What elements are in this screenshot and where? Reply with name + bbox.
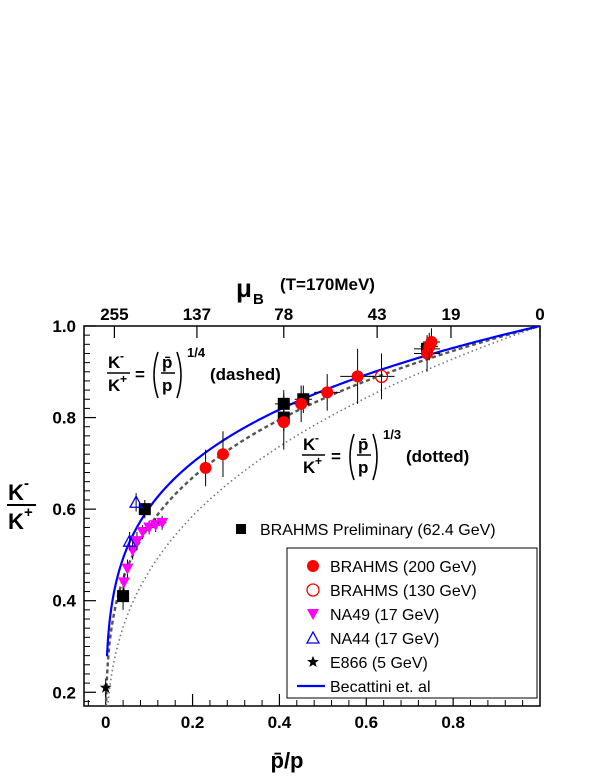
data-point: [122, 532, 137, 551]
data-point: [117, 573, 130, 592]
y-axis-title-numerator-sup: -: [24, 475, 29, 492]
svg-text:K: K: [303, 458, 316, 477]
plot-frame: [83, 325, 541, 707]
data-point: [216, 431, 229, 478]
formula-dashed: K - K + = p̄ p 1/4 (dashed): [107, 345, 281, 399]
top-tick-label: 0: [535, 305, 544, 324]
svg-text:+: +: [120, 372, 127, 386]
svg-text:1/4: 1/4: [187, 345, 206, 360]
curve-power-1-3-dotted: [107, 326, 540, 706]
x-tick-label: 0.6: [354, 713, 378, 732]
svg-text:(dotted): (dotted): [406, 447, 469, 466]
data-point: [117, 582, 130, 610]
svg-text:p̄: p̄: [358, 435, 368, 454]
svg-text:p̄: p̄: [162, 353, 172, 372]
svg-text:p: p: [162, 376, 172, 395]
svg-text:K: K: [303, 435, 316, 454]
data-point: [138, 499, 151, 519]
y-axis-title-denominator: K: [8, 509, 24, 534]
legend-entry: E866 (5 GeV): [307, 655, 428, 672]
top-axis-title-subscript: B: [253, 291, 264, 308]
svg-text:(dashed): (dashed): [210, 365, 281, 384]
data-point: [99, 678, 112, 697]
legend-entry-label: NA44 (17 GeV): [330, 631, 439, 648]
x-tick-label: 0.2: [181, 713, 205, 732]
top-tick-label: 255: [100, 305, 128, 324]
top-tick-label: 43: [368, 305, 387, 324]
data-point: [422, 328, 441, 356]
x-axis-title: p̄/p: [271, 748, 304, 773]
svg-text:BRAHMS Preliminary (62.4 GeV): BRAHMS Preliminary (62.4 GeV): [260, 522, 496, 539]
svg-text:=: =: [331, 447, 341, 466]
svg-text:p: p: [358, 458, 368, 477]
data-point: [368, 353, 395, 400]
curve-becattini: [105, 326, 540, 657]
data-point: [277, 394, 290, 450]
legend: BRAHMS (200 GeV) BRAHMS (130 GeV) NA49 (17…: [286, 547, 538, 699]
svg-text:=: =: [135, 365, 145, 384]
data-points: [99, 328, 441, 697]
y-tick-label: 0.8: [52, 409, 76, 428]
x-tick-label: 0: [101, 713, 110, 732]
legend-box: [286, 547, 538, 699]
legend-brahms-preliminary: BRAHMS Preliminary (62.4 GeV): [236, 522, 496, 539]
data-point: [129, 493, 144, 512]
formula-dotted: K - K + = p̄ p 1/3 (dotted): [302, 427, 469, 481]
svg-text:K: K: [108, 376, 121, 395]
data-point: [156, 516, 169, 530]
legend-entry-label: BRAHMS (130 GeV): [330, 583, 477, 600]
svg-text:+: +: [315, 454, 322, 468]
legend-entry-label: BRAHMS (200 GeV): [330, 559, 477, 576]
top-tick-label: 78: [274, 305, 293, 324]
y-tick-label: 0.2: [52, 683, 76, 702]
y-axis-title-denominator-sup: +: [24, 504, 33, 521]
data-point: [292, 385, 310, 423]
svg-text:1/3: 1/3: [383, 427, 401, 442]
legend-entry-label: Becattini et. al: [330, 679, 431, 696]
svg-text:-: -: [315, 431, 319, 445]
legend-entry-label: E866 (5 GeV): [330, 655, 428, 672]
y-tick-label: 1.0: [52, 317, 76, 336]
data-point: [199, 449, 212, 487]
top-axis-title: μ: [236, 273, 252, 303]
top-tick-label: 19: [442, 305, 461, 324]
data-point: [121, 559, 134, 578]
data-point: [136, 525, 149, 539]
svg-text:K: K: [108, 353, 121, 372]
data-point: [314, 374, 341, 411]
legend-entry-label: NA49 (17 GeV): [330, 607, 439, 624]
x-tick-label: 0.4: [268, 713, 292, 732]
legend-entry: NA49 (17 GeV): [307, 607, 439, 624]
legend-entry: NA44 (17 GeV): [305, 630, 439, 648]
x-tick-label: 0.8: [441, 713, 465, 732]
y-axis-title-numerator: K: [8, 480, 24, 505]
top-tick-label: 137: [183, 305, 211, 324]
y-tick-label: 0.6: [52, 500, 76, 519]
legend-entry: BRAHMS (130 GeV): [306, 583, 477, 600]
top-axis-title-note: (T=170MeV): [280, 275, 375, 294]
y-tick-label: 0.4: [52, 592, 76, 611]
legend-entry: BRAHMS (200 GeV): [307, 559, 477, 576]
svg-text:-: -: [120, 349, 124, 363]
axes: 0 0.2 0.4 0.6 0.8 0.2 0.4 0.6 0.8 1.0 255 137 78 43 19…: [52, 305, 544, 732]
legend-entry: Becattini et. al: [297, 679, 431, 696]
data-point: [130, 532, 143, 551]
